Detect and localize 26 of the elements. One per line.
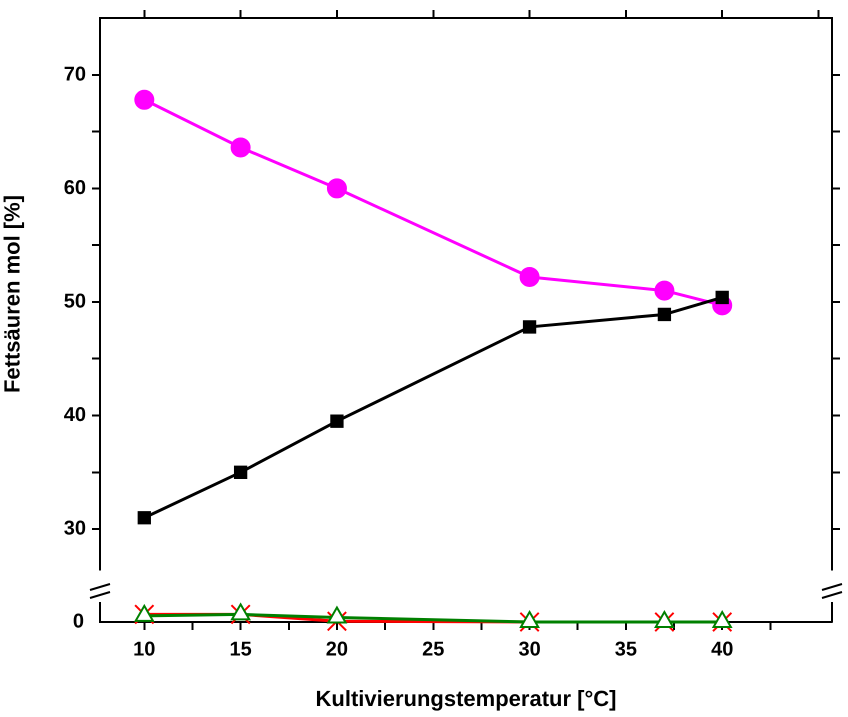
y-tick-label: 50 xyxy=(64,290,86,312)
x-tick-label: 40 xyxy=(711,638,734,661)
x-tick-label: 15 xyxy=(229,638,252,661)
point xyxy=(134,90,154,110)
text: 0 xyxy=(72,610,84,633)
point xyxy=(230,137,251,158)
point xyxy=(138,511,151,524)
point xyxy=(658,308,672,322)
y-tick-label: 60 xyxy=(64,176,86,199)
x-tick-label: 25 xyxy=(422,638,444,661)
y-axis-title: Fettsäuren mol [%] xyxy=(0,194,24,394)
x-tick-label: 10 xyxy=(133,638,156,661)
y-tick-label: 30 xyxy=(64,518,86,540)
x-tick-label: 20 xyxy=(326,638,348,661)
point xyxy=(654,280,674,301)
point xyxy=(522,320,536,334)
x-tick-label: 35 xyxy=(614,638,638,661)
x-axis-title: Kultivierungstemperatur [°C] xyxy=(316,686,616,711)
x-tick-label: 30 xyxy=(518,638,541,661)
y-tick-label: 70 xyxy=(64,63,86,86)
point xyxy=(716,290,729,304)
point xyxy=(520,266,540,287)
point xyxy=(330,414,344,428)
y-tick-label: 40 xyxy=(64,404,86,426)
point xyxy=(234,466,248,479)
point xyxy=(326,178,347,198)
